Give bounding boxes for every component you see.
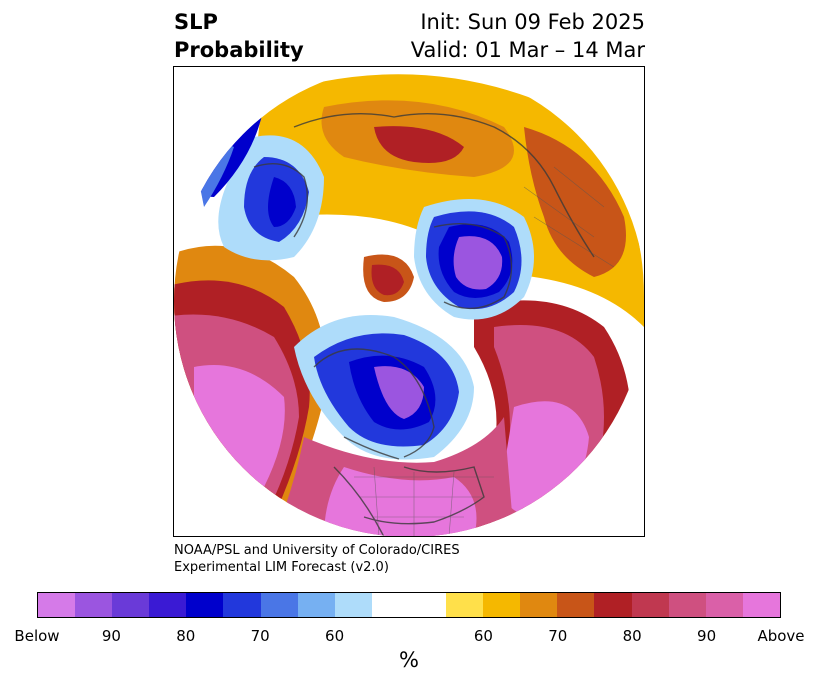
title-line-probability: Probability [174, 38, 304, 62]
colorbar-cell [742, 593, 780, 617]
colorbar-tick-label: 60 [325, 627, 345, 645]
colorbar-cell [260, 593, 298, 617]
colorbar-cell [371, 593, 409, 617]
colorbar-cell [483, 593, 521, 617]
colorbar-unit: % [399, 648, 419, 672]
colorbar-cell [446, 593, 484, 617]
colorbar-cell [112, 593, 150, 617]
credit-line-1: NOAA/PSL and University of Colorado/CIRE… [174, 543, 460, 558]
colorbar-tick-label: 70 [250, 627, 270, 645]
colorbar-tick-label: Above [757, 627, 805, 645]
colorbar-cell [408, 593, 447, 617]
colorbar-cell [334, 593, 372, 617]
credit-line-2: Experimental LIM Forecast (v2.0) [174, 560, 389, 575]
colorbar-cell [223, 593, 261, 617]
colorbar-cell [557, 593, 595, 617]
colorbar-cell [75, 593, 113, 617]
colorbar-cell [38, 593, 76, 617]
colorbar-cell [297, 593, 335, 617]
colorbar [37, 592, 781, 618]
colorbar-cell [705, 593, 743, 617]
colorbar-tick-label: 80 [176, 627, 196, 645]
polar-map [173, 66, 645, 537]
credit-text: NOAA/PSL and University of Colorado/CIRE… [174, 542, 460, 576]
map-title: SLP Probability [174, 8, 304, 64]
colorbar-cell [594, 593, 632, 617]
colorbar-cell [186, 593, 224, 617]
colorbar-cell [149, 593, 187, 617]
colorbar-tick-label: 70 [548, 627, 568, 645]
init-date: Init: Sun 09 Feb 2025 [420, 10, 645, 34]
colorbar-tick-label: 90 [101, 627, 121, 645]
colorbar-tick-label: Below [14, 627, 60, 645]
probability-map-graphic [174, 67, 644, 536]
colorbar-cell [631, 593, 669, 617]
colorbar-tick-label: 80 [622, 627, 642, 645]
forecast-dates: Init: Sun 09 Feb 2025 Valid: 01 Mar – 14… [411, 8, 645, 64]
title-line-slp: SLP [174, 10, 218, 34]
valid-range: Valid: 01 Mar – 14 Mar [410, 38, 645, 62]
colorbar-cell [520, 593, 558, 617]
colorbar-tick-label: 60 [473, 627, 493, 645]
colorbar-cell [668, 593, 706, 617]
colorbar-tick-label: 90 [697, 627, 717, 645]
